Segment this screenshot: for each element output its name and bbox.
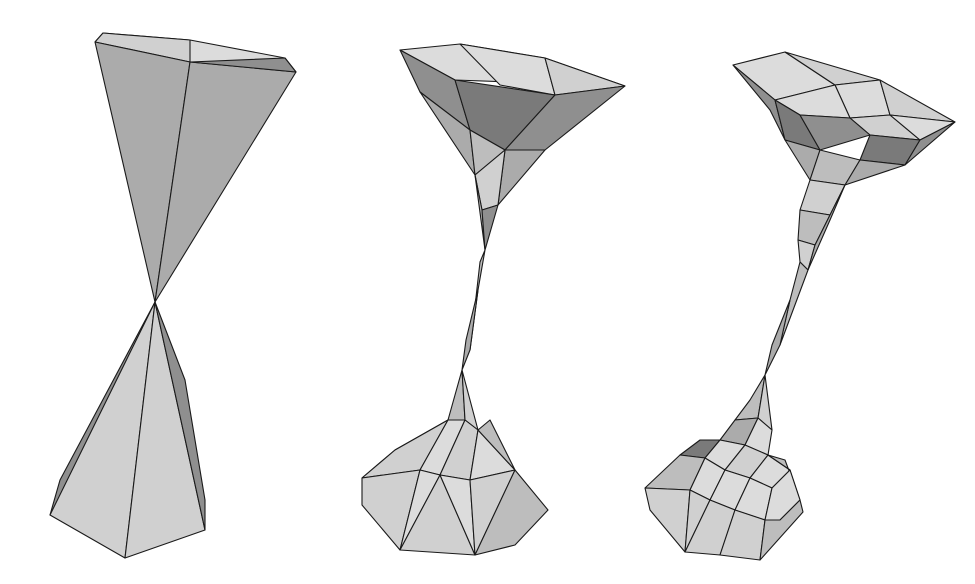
panel-refined-mesh-2	[644, 51, 956, 561]
neck-strip-lower	[461, 289, 479, 371]
base-right	[477, 419, 516, 471]
panel-refined-mesh-1	[361, 43, 626, 556]
funnel-rim-right	[904, 121, 956, 166]
neck-strip-upper	[779, 261, 809, 346]
base-front-right	[474, 469, 549, 556]
lower-cone-right-dark-face	[154, 301, 206, 531]
funnel-neck-d	[807, 184, 846, 271]
neck-strip-lower	[764, 299, 791, 376]
funnel-lower-c	[844, 159, 906, 186]
panel-coarse-mesh	[49, 32, 297, 559]
base-front-a	[644, 487, 691, 553]
upper-cone-rim-right	[189, 57, 297, 73]
funnel-lower-right	[497, 149, 546, 206]
funnel-neck-c	[481, 204, 499, 251]
base-front-right	[759, 499, 804, 561]
